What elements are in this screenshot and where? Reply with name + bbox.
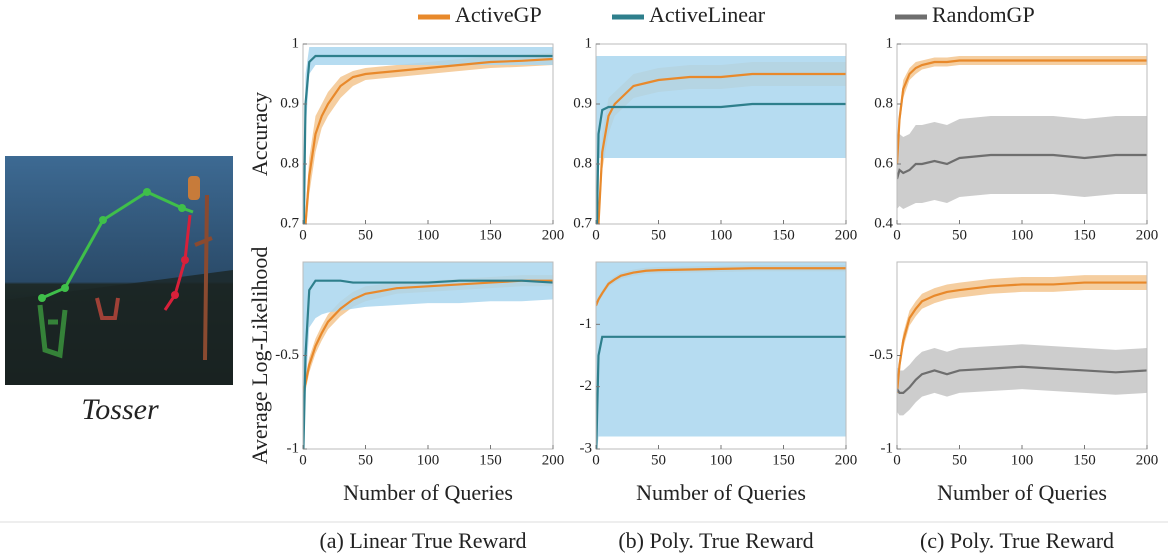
x-tick-label: 150 <box>1073 452 1096 468</box>
plot <box>596 56 846 224</box>
band <box>897 344 1147 416</box>
y-tick-label: 0.8 <box>280 155 299 171</box>
x-tick-label: 100 <box>417 452 440 468</box>
x-tick-label: 50 <box>358 227 373 243</box>
x-tick-label: 200 <box>835 452 858 468</box>
y-tick-label: 0.4 <box>874 215 893 231</box>
x-tick-label: 200 <box>1136 452 1159 468</box>
legend: ActiveGP ActiveLinear RandomGP <box>418 2 1035 27</box>
y-tick-label: 1 <box>585 35 593 51</box>
y-tick-label: 0.8 <box>874 95 893 111</box>
x-tick-label: 0 <box>299 227 307 243</box>
plot <box>897 275 1147 416</box>
band <box>303 262 553 449</box>
plot <box>303 47 553 224</box>
y-tick-label: -0.5 <box>869 347 893 363</box>
y-tick-label: 1 <box>292 35 300 51</box>
line <box>897 59 1147 165</box>
x-tick-label: 150 <box>772 452 795 468</box>
x-tick-label: 200 <box>542 452 565 468</box>
x-tick-label: 0 <box>893 227 901 243</box>
y-tick-label: -1 <box>287 440 300 456</box>
band <box>303 47 553 224</box>
line <box>897 153 1147 180</box>
x-tick-label: 150 <box>479 452 502 468</box>
line <box>897 365 1147 394</box>
line <box>897 281 1147 393</box>
legend-label: ActiveLinear <box>649 2 766 27</box>
x-tick-label: 50 <box>358 452 373 468</box>
x-tick-label: 100 <box>1011 452 1034 468</box>
x-tick-label: 150 <box>1073 227 1096 243</box>
line <box>304 57 553 224</box>
x-tick-label: 200 <box>835 227 858 243</box>
plot <box>303 262 553 449</box>
band <box>596 56 846 224</box>
band <box>897 56 1147 170</box>
legend-label: RandomGP <box>932 2 1035 27</box>
plot <box>897 56 1147 209</box>
caption: (b) Poly. True Reward <box>618 528 813 553</box>
y-tick-label: 0.7 <box>573 215 592 231</box>
x-tick-label: 0 <box>592 227 600 243</box>
image-caption: Tosser <box>81 393 159 426</box>
x-tick-label: 100 <box>710 227 733 243</box>
line <box>596 335 846 449</box>
x-tick-label: 100 <box>1011 227 1034 243</box>
y-tick-label: -1 <box>881 440 894 456</box>
x-tick-label: 200 <box>542 227 565 243</box>
x-tick-label: 100 <box>417 227 440 243</box>
y-tick-label: -1 <box>580 316 593 332</box>
y-tick-label: 0.8 <box>573 155 592 171</box>
band <box>596 262 846 449</box>
x-tick-label: 100 <box>710 452 733 468</box>
x-tick-label: 200 <box>1136 227 1159 243</box>
y-tick-label: -3 <box>580 440 593 456</box>
line <box>303 54 553 224</box>
x-tick-label: 0 <box>893 452 901 468</box>
line <box>596 267 846 307</box>
band <box>305 53 553 224</box>
x-axis-label: Number of Queries <box>937 480 1107 505</box>
y-axis-label: Average Log-Likelihood <box>247 247 272 465</box>
caption: (a) Linear True Reward <box>319 528 526 553</box>
tosser-image <box>5 156 233 385</box>
legend-label: ActiveGP <box>455 2 542 27</box>
x-tick-label: 50 <box>952 452 967 468</box>
line <box>597 72 846 224</box>
x-tick-label: 50 <box>651 452 666 468</box>
x-tick-label: 50 <box>651 227 666 243</box>
y-tick-label: -0.5 <box>275 347 299 363</box>
band <box>897 116 1147 209</box>
x-tick-label: 150 <box>772 227 795 243</box>
band <box>897 275 1147 401</box>
x-tick-label: 0 <box>299 452 307 468</box>
y-axis-label: Accuracy <box>247 92 272 176</box>
x-tick-label: 150 <box>479 227 502 243</box>
x-tick-label: 0 <box>592 452 600 468</box>
line <box>596 102 846 224</box>
y-tick-label: 0.9 <box>573 95 592 111</box>
y-tick-label: 0.7 <box>280 215 299 231</box>
y-tick-label: 0.9 <box>280 95 299 111</box>
caption: (c) Poly. True Reward <box>920 528 1114 553</box>
line <box>303 279 553 449</box>
y-tick-label: 0.6 <box>874 155 893 171</box>
y-tick-label: 1 <box>886 35 894 51</box>
x-axis-label: Number of Queries <box>343 480 513 505</box>
x-tick-label: 50 <box>952 227 967 243</box>
line <box>303 279 553 394</box>
y-tick-label: -2 <box>580 378 593 394</box>
x-axis-label: Number of Queries <box>636 480 806 505</box>
plot <box>596 262 846 449</box>
